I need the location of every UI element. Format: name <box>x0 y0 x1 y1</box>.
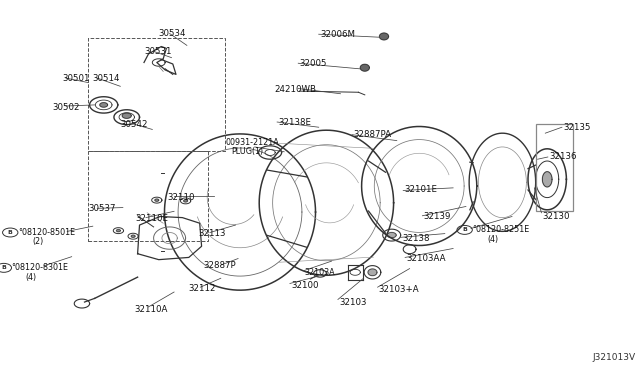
Text: (4): (4) <box>488 235 499 244</box>
Polygon shape <box>368 269 377 276</box>
Text: 32110: 32110 <box>168 193 195 202</box>
Text: 32130: 32130 <box>543 212 570 221</box>
Text: 32887P: 32887P <box>204 262 236 270</box>
Text: °08120-8301E: °08120-8301E <box>12 263 68 272</box>
Text: 32103A: 32103A <box>305 268 335 277</box>
Bar <box>88 151 208 241</box>
Text: 32103AA: 32103AA <box>406 254 446 263</box>
Text: 32101E: 32101E <box>404 185 438 194</box>
Polygon shape <box>184 200 188 202</box>
Text: 32110A: 32110A <box>134 305 168 314</box>
Text: 32005: 32005 <box>300 59 327 68</box>
Text: 30531: 30531 <box>144 47 172 56</box>
Text: 32135: 32135 <box>563 123 591 132</box>
Text: B: B <box>8 230 13 235</box>
Text: 32139: 32139 <box>424 212 451 221</box>
Text: 30537: 30537 <box>88 204 116 213</box>
Polygon shape <box>155 199 159 201</box>
Text: J321013V: J321013V <box>592 353 635 362</box>
Text: 32103: 32103 <box>339 298 367 307</box>
Text: 32103+A: 32103+A <box>379 285 419 294</box>
Polygon shape <box>387 232 396 238</box>
Text: 00931-2121A: 00931-2121A <box>226 138 280 147</box>
Text: 32136: 32136 <box>549 153 577 161</box>
Bar <box>536 124 573 211</box>
Text: (4): (4) <box>26 273 36 282</box>
Bar <box>88 38 225 151</box>
Polygon shape <box>360 64 369 71</box>
Polygon shape <box>131 235 135 237</box>
Text: 32006M: 32006M <box>320 30 355 39</box>
Text: 30542: 30542 <box>120 120 148 129</box>
Text: 32887PA: 32887PA <box>353 130 391 139</box>
Polygon shape <box>380 33 388 40</box>
Text: °08120-8251E: °08120-8251E <box>472 225 529 234</box>
Text: 32100: 32100 <box>291 281 319 290</box>
Text: (2): (2) <box>32 237 44 246</box>
Text: 32113: 32113 <box>198 229 226 238</box>
Text: 32110E: 32110E <box>136 214 169 223</box>
Polygon shape <box>122 113 131 118</box>
Text: B: B <box>462 227 467 232</box>
Text: 32138: 32138 <box>402 234 429 243</box>
Text: B: B <box>1 265 6 270</box>
Text: 30502: 30502 <box>52 103 80 112</box>
Text: PLUG(1): PLUG(1) <box>232 147 264 156</box>
Polygon shape <box>543 172 552 187</box>
Text: 32112: 32112 <box>189 284 216 293</box>
Text: 30514: 30514 <box>93 74 120 83</box>
Text: 32138E: 32138E <box>278 118 312 126</box>
Text: 24210WB: 24210WB <box>274 85 316 94</box>
Polygon shape <box>100 103 108 107</box>
Polygon shape <box>116 230 120 232</box>
Text: °08120-8501E: °08120-8501E <box>18 228 75 237</box>
Text: 30501: 30501 <box>63 74 90 83</box>
Text: 30534: 30534 <box>159 29 186 38</box>
